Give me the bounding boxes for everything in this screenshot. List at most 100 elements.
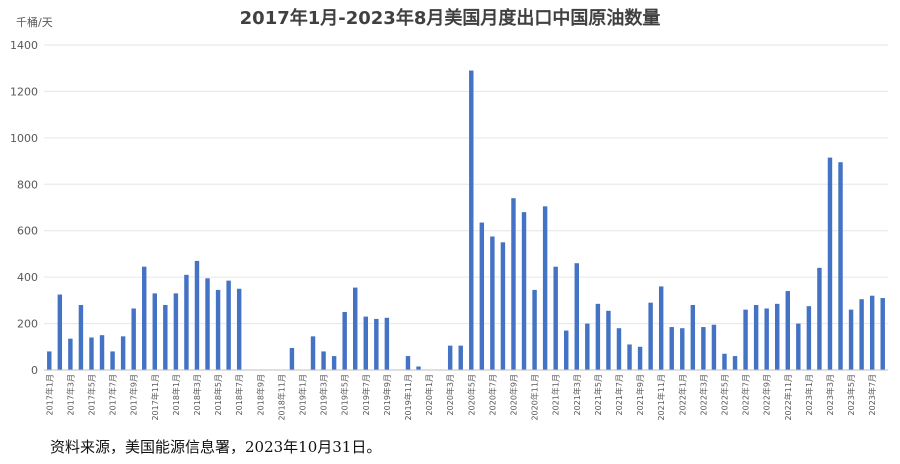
bar <box>637 346 643 370</box>
bar <box>564 330 569 370</box>
bar-series <box>47 70 885 371</box>
x-tick-label: 2020年9月 <box>508 374 518 415</box>
y-tick-label: 200 <box>17 318 38 331</box>
x-tick-label: 2017年9月 <box>129 374 139 415</box>
x-tick-label: 2017年1月 <box>44 374 54 415</box>
y-axis-unit-label: 千桶/天 <box>16 15 53 29</box>
bar <box>194 260 200 370</box>
x-tick-label: 2020年7月 <box>487 374 497 415</box>
bar <box>353 287 358 370</box>
x-tick-label: 2017年11月 <box>150 374 160 421</box>
bar <box>827 157 833 370</box>
y-axis-ticks: 0 200 400 600 800 1000 1200 1400 <box>10 39 38 377</box>
bar <box>542 206 548 370</box>
chart-title: 2017年1月-2023年8月美国月度出口中国原油数量 <box>240 7 661 29</box>
bar <box>57 294 63 370</box>
bar <box>479 222 485 370</box>
bar <box>616 328 622 370</box>
x-tick-label: 2020年1月 <box>424 374 434 415</box>
bar <box>331 356 337 370</box>
x-tick-label: 2022年11月 <box>783 374 793 421</box>
bar <box>163 305 168 370</box>
x-tick-label: 2021年11月 <box>656 374 666 421</box>
x-tick-label: 2020年11月 <box>530 374 540 421</box>
bar <box>110 351 115 370</box>
bar <box>701 327 706 370</box>
bar <box>78 305 84 370</box>
bar <box>500 242 506 370</box>
bar <box>732 356 738 370</box>
bar <box>669 327 674 370</box>
bar <box>142 266 147 370</box>
x-tick-label: 2019年3月 <box>319 374 329 415</box>
bar <box>743 309 748 370</box>
bar <box>215 289 221 370</box>
x-tick-label: 2018年9月 <box>255 374 265 415</box>
bar <box>711 324 717 370</box>
x-tick-label: 2018年7月 <box>234 374 244 415</box>
bar <box>511 198 516 370</box>
bar <box>574 263 579 370</box>
bar <box>880 298 885 370</box>
bar <box>859 299 864 370</box>
bar <box>690 305 696 370</box>
bar <box>722 353 727 370</box>
bar <box>838 162 843 370</box>
bar <box>806 306 812 370</box>
x-axis-ticks: 2017年1月 2017年3月 2017年5月 2017年7月 2017年9月 2017年… <box>44 374 877 421</box>
bar <box>173 293 179 370</box>
bar <box>120 336 126 370</box>
bar <box>869 295 875 370</box>
x-tick-label: 2023年3月 <box>825 374 835 415</box>
x-tick-label: 2019年11月 <box>403 374 413 421</box>
x-tick-label: 2019年7月 <box>361 374 371 415</box>
x-tick-label: 2022年1月 <box>677 374 687 415</box>
bar <box>595 303 601 370</box>
bar <box>363 316 368 370</box>
y-tick-label: 600 <box>17 225 38 238</box>
bar <box>99 335 105 370</box>
bar <box>236 288 242 370</box>
bar <box>447 345 453 371</box>
x-tick-label: 2021年9月 <box>635 374 645 415</box>
x-tick-label: 2022年7月 <box>741 374 751 415</box>
x-tick-label: 2018年3月 <box>192 374 202 415</box>
bar <box>490 236 495 370</box>
bar <box>289 347 295 370</box>
bar <box>627 344 632 370</box>
grid-lines <box>44 44 888 325</box>
bar <box>764 308 769 370</box>
x-tick-label: 2019年1月 <box>297 374 307 415</box>
x-tick-label: 2020年5月 <box>466 374 476 415</box>
x-tick-label: 2022年9月 <box>762 374 772 415</box>
bar <box>384 317 390 370</box>
x-tick-label: 2023年5月 <box>846 374 856 415</box>
x-tick-label: 2021年5月 <box>593 374 603 415</box>
bar <box>226 280 231 371</box>
bar <box>416 366 421 370</box>
bar <box>785 291 790 370</box>
bar <box>68 338 73 370</box>
x-tick-label: 2018年11月 <box>276 374 286 421</box>
y-tick-label: 1400 <box>10 39 38 52</box>
x-tick-label: 2017年5月 <box>86 374 96 415</box>
bar <box>342 311 347 370</box>
bar <box>585 323 590 370</box>
x-tick-label: 2018年1月 <box>171 374 181 415</box>
x-tick-label: 2023年7月 <box>867 374 877 415</box>
source-note: 资料来源，美国能源信息署，2023年10月31日。 <box>50 438 381 456</box>
bar <box>405 356 411 370</box>
x-tick-label: 2019年9月 <box>382 374 392 415</box>
bar <box>152 293 157 370</box>
bar <box>521 212 527 370</box>
x-tick-label: 2023年1月 <box>804 374 814 415</box>
bar <box>817 267 822 370</box>
x-tick-label: 2019年5月 <box>340 374 350 415</box>
x-tick-label: 2017年3月 <box>65 374 75 415</box>
bar <box>310 336 316 370</box>
x-tick-label: 2021年3月 <box>572 374 582 415</box>
bar <box>89 337 94 370</box>
bar <box>458 345 463 371</box>
x-tick-label: 2022年3月 <box>698 374 708 415</box>
